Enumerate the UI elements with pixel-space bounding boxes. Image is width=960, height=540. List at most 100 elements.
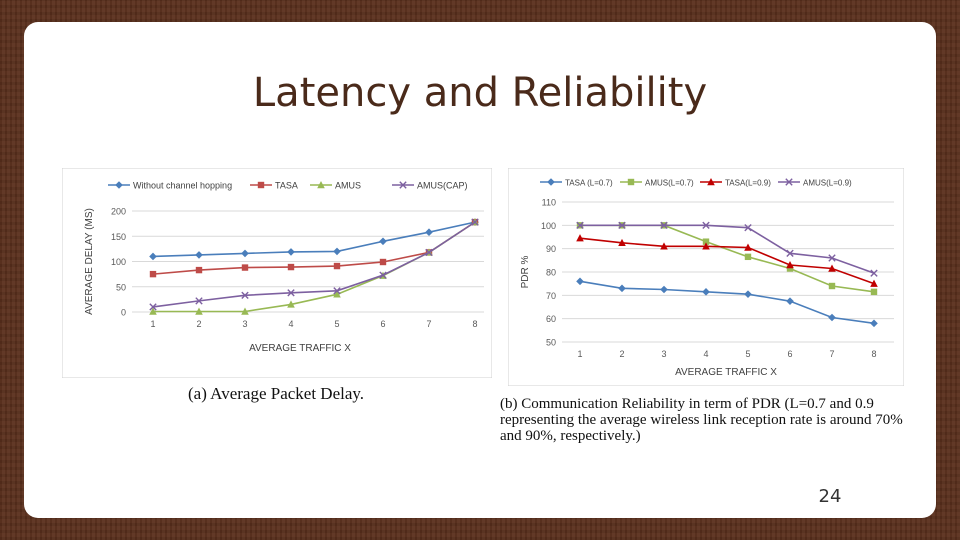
pdr-chart: 50 60 70 80 90 100 110 1 2 3 4 5 6 7 8 AVERAGE TRAFFIC …	[508, 168, 904, 386]
legend-marker	[707, 178, 715, 186]
average-delay-chart: 0 50 100 150 200 1 2 3 4 5 6 7 8 AVERAGE TRAFFIC X AVE…	[62, 168, 492, 378]
data-point	[786, 265, 794, 272]
x-tick-label: 3	[661, 349, 666, 359]
data-point	[287, 289, 295, 297]
chart-frame	[508, 168, 904, 386]
data-point	[149, 307, 157, 315]
x-tick-label: 1	[577, 349, 582, 359]
data-point	[828, 264, 836, 272]
y-axis-label: PDR %	[520, 256, 531, 289]
data-point	[379, 271, 387, 279]
data-point	[660, 221, 668, 230]
data-point	[241, 264, 249, 271]
data-point	[870, 279, 878, 287]
data-point	[241, 291, 249, 300]
data-point	[379, 258, 387, 266]
data-point	[333, 262, 341, 270]
legend-marker	[785, 178, 793, 186]
data-point	[786, 249, 794, 258]
data-point	[195, 266, 203, 274]
series-line	[579, 280, 875, 325]
data-point	[241, 307, 249, 315]
data-point	[828, 282, 836, 290]
x-tick-label: 2	[619, 349, 624, 359]
legend-label: AMUS(L=0.7)	[645, 179, 694, 188]
legend-marker	[627, 178, 635, 186]
x-tick-label: 4	[288, 319, 293, 329]
y-tick-label: 100	[111, 257, 126, 267]
data-point	[576, 234, 584, 242]
data-point	[786, 261, 794, 269]
data-point	[870, 288, 878, 296]
series-line	[152, 221, 476, 258]
x-tick-label: 2	[196, 319, 201, 329]
legend-label: Without channel hopping	[133, 181, 232, 191]
series-line	[580, 224, 875, 274]
data-point	[660, 242, 668, 250]
data-point	[287, 248, 295, 256]
y-tick-label: 150	[111, 232, 126, 242]
x-tick-label: 7	[426, 319, 431, 329]
data-point	[828, 254, 836, 262]
legend-label: AMUS(L=0.9)	[803, 179, 852, 188]
y-tick-label: 0	[121, 308, 126, 318]
x-tick-label: 4	[703, 349, 708, 359]
y-axis-label: AVERAGE DELAY (MS)	[84, 208, 95, 315]
series-line	[152, 221, 476, 275]
data-point	[333, 290, 341, 298]
series-line	[152, 221, 476, 308]
x-axis-label: AVERAGE TRAFFIC X	[675, 367, 777, 378]
data-point	[195, 251, 203, 259]
y-tick-label: 200	[111, 207, 126, 217]
x-tick-label: 8	[871, 349, 876, 359]
data-point	[287, 263, 295, 271]
caption-b: (b) Communication Reliability in term of…	[500, 396, 903, 444]
data-point	[702, 221, 710, 230]
data-point	[870, 319, 878, 328]
x-tick-label: 3	[242, 319, 247, 329]
data-point	[195, 307, 203, 315]
data-point	[870, 269, 878, 277]
legend-label: TASA	[275, 181, 298, 191]
chart-frame	[62, 168, 492, 378]
y-tick-label: 110	[542, 198, 556, 208]
y-tick-label: 60	[546, 314, 556, 324]
data-point	[471, 218, 479, 226]
y-tick-label: 90	[546, 244, 556, 254]
slide-title: Latency and Reliability	[252, 70, 708, 116]
legend-label: TASA(L=0.9)	[725, 179, 771, 188]
legend-marker	[257, 181, 265, 189]
data-point	[425, 248, 433, 257]
data-point	[287, 300, 295, 308]
data-point	[744, 253, 752, 261]
y-tick-label: 70	[546, 291, 556, 301]
data-point	[149, 270, 157, 278]
legend-marker	[399, 181, 407, 189]
y-tick-label: 50	[546, 338, 556, 348]
x-tick-label: 8	[472, 319, 477, 329]
legend-label: AMUS(CAP)	[417, 181, 468, 191]
data-point	[576, 221, 584, 230]
data-point	[786, 297, 794, 305]
y-tick-label: 50	[116, 282, 126, 292]
data-point	[744, 243, 752, 251]
legend-label: TASA (L=0.7)	[565, 179, 613, 188]
caption-a: (a) Average Packet Delay.	[188, 384, 365, 403]
data-point	[195, 297, 203, 305]
x-axis-label: AVERAGE TRAFFIC X	[249, 343, 351, 354]
data-point	[618, 221, 626, 230]
x-tick-label: 6	[787, 349, 792, 359]
data-point	[744, 223, 752, 232]
legend-marker	[317, 181, 325, 189]
data-point	[618, 238, 626, 247]
data-point	[149, 303, 157, 311]
y-tick-label: 100	[541, 221, 556, 231]
x-tick-label: 5	[334, 319, 339, 329]
x-tick-label: 5	[745, 349, 750, 359]
legend-marker	[115, 181, 123, 189]
x-tick-label: 1	[150, 319, 155, 329]
data-point	[702, 238, 710, 245]
page-number: 24	[818, 486, 842, 507]
data-point	[333, 247, 341, 256]
y-tick-label: 80	[546, 268, 556, 278]
